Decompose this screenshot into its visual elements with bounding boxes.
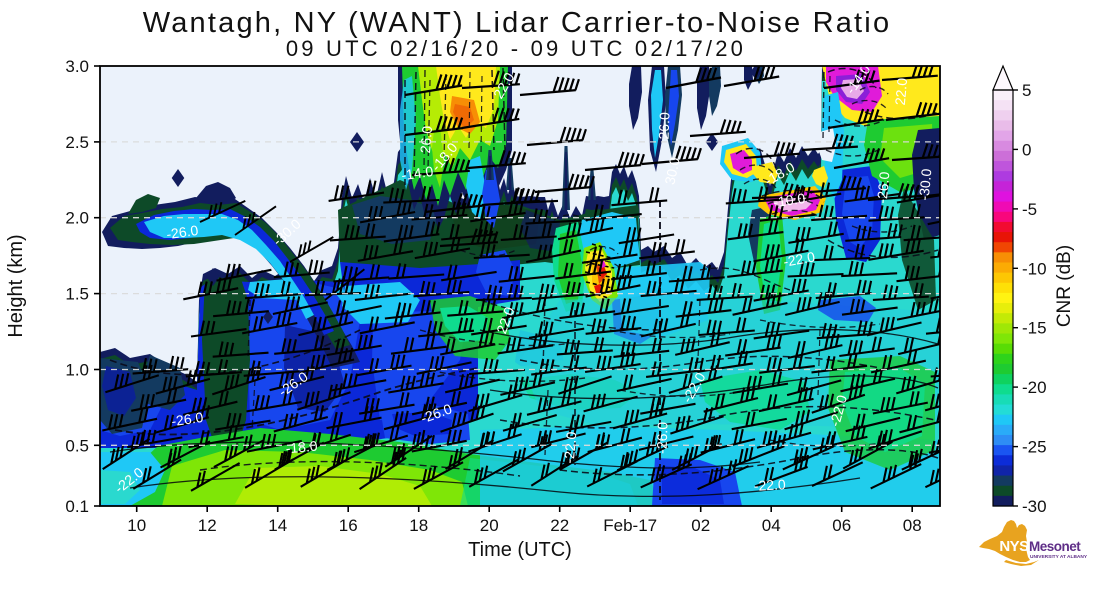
svg-text:NYS: NYS [999,538,1029,555]
svg-text:-14.0: -14.0 [400,163,434,183]
svg-text:-22.0: -22.0 [782,248,816,269]
svg-text:26.0: 26.0 [656,112,673,140]
svg-text:-25: -25 [1022,438,1047,457]
svg-text:CNR (dB): CNR (dB) [1054,245,1075,327]
svg-text:-15: -15 [1022,319,1047,338]
svg-text:Wantagh, NY (WANT) Lidar Carri: Wantagh, NY (WANT) Lidar Carrier-to-Nois… [143,7,892,39]
svg-text:-22.0: -22.0 [753,476,786,494]
svg-text:-22.0: -22.0 [561,431,580,464]
svg-text:-18.0: -18.0 [285,438,318,457]
svg-text:26.0: 26.0 [417,125,435,154]
svg-text:Time (UTC): Time (UTC) [468,539,572,561]
svg-text:-10.0: -10.0 [772,190,806,210]
svg-text:Height (km): Height (km) [5,234,27,337]
svg-text:12: 12 [198,516,217,535]
svg-text:22.0: 22.0 [892,77,910,106]
svg-text:-26.0: -26.0 [165,222,199,242]
svg-text:UNIVERSITY AT ALBANY: UNIVERSITY AT ALBANY [1030,554,1088,560]
svg-text:-10: -10 [1022,259,1047,278]
svg-text:0.5: 0.5 [65,436,89,455]
svg-text:-26.0: -26.0 [653,421,670,454]
svg-text:2.5: 2.5 [65,133,89,152]
svg-text:02: 02 [691,516,710,535]
svg-text:-26.0: -26.0 [874,171,893,204]
svg-text:0.1: 0.1 [65,497,89,516]
svg-text:30.0: 30.0 [661,156,682,186]
svg-text:5: 5 [1022,81,1031,100]
svg-text:04: 04 [762,516,781,535]
svg-text:09 UTC 02/16/20 - 09 UTC 02/17: 09 UTC 02/16/20 - 09 UTC 02/17/20 [286,36,746,61]
svg-text:1.0: 1.0 [65,360,89,379]
svg-text:-5: -5 [1022,200,1037,219]
svg-text:-26.0: -26.0 [170,409,204,429]
svg-text:22: 22 [550,516,569,535]
svg-text:18: 18 [409,516,428,535]
svg-text:3.0: 3.0 [65,57,89,76]
svg-text:06: 06 [832,516,851,535]
svg-text:08: 08 [903,516,922,535]
svg-text:16: 16 [339,516,358,535]
svg-text:Mesonet: Mesonet [1029,539,1081,554]
svg-text:20: 20 [480,516,499,535]
svg-text:14: 14 [268,516,287,535]
svg-text:-20: -20 [1022,378,1047,397]
svg-text:Feb-17: Feb-17 [603,516,657,535]
svg-text:1.5: 1.5 [65,285,89,304]
svg-text:2.0: 2.0 [65,209,89,228]
svg-text:-30: -30 [1022,497,1047,516]
svg-text:-30.0: -30.0 [916,168,935,201]
svg-text:10: 10 [127,516,146,535]
svg-text:0: 0 [1022,140,1031,159]
